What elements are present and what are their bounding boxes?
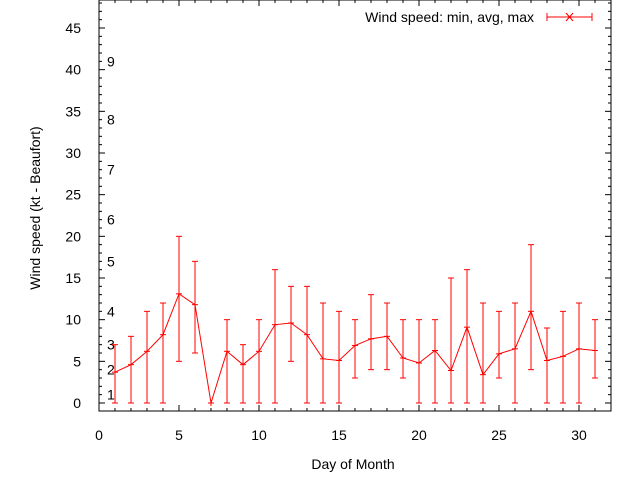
avg-point <box>224 348 230 355</box>
y-tick-label: 15 <box>65 270 81 286</box>
avg-point <box>192 301 198 308</box>
beaufort-label: 8 <box>107 112 115 128</box>
y-tick-label: 40 <box>65 62 81 78</box>
y-tick-label: 0 <box>73 395 81 411</box>
beaufort-label: 9 <box>107 53 115 69</box>
error-bar <box>224 319 230 404</box>
avg-point <box>160 331 166 338</box>
x-tick-labels: 0 5 10 15 20 25 30 <box>95 427 587 443</box>
x-tick-label: 25 <box>491 427 507 443</box>
error-bar <box>272 269 278 404</box>
avg-point <box>288 320 294 326</box>
error-bar <box>512 302 518 404</box>
error-bar <box>496 310 502 379</box>
beaufort-label: 6 <box>107 212 115 228</box>
error-bar <box>160 302 166 404</box>
error-bar <box>256 319 262 404</box>
error-bar <box>464 269 470 404</box>
error-bar <box>400 319 406 379</box>
x-axis-title: Day of Month <box>311 456 394 472</box>
legend-swatch <box>546 12 593 22</box>
avg-point <box>544 357 550 364</box>
x-tick-label: 30 <box>571 427 587 443</box>
avg-point <box>464 324 470 331</box>
avg-point <box>560 353 566 360</box>
avg-point <box>272 321 278 328</box>
x-tick-label: 20 <box>411 427 427 443</box>
error-bar <box>432 319 438 404</box>
avg-point <box>416 360 422 366</box>
x-tick-label: 10 <box>251 427 267 443</box>
avg-point <box>208 400 214 406</box>
beaufort-label: 4 <box>107 303 115 319</box>
avg-point <box>432 347 438 354</box>
y-tick-label: 30 <box>65 145 81 161</box>
avg-point <box>352 342 358 349</box>
error-bar <box>368 294 374 371</box>
avg-point <box>512 345 518 352</box>
x-tick-label: 5 <box>175 427 183 443</box>
beaufort-labels: 1 2 3 4 5 6 7 8 9 <box>107 53 115 402</box>
avg-point <box>592 347 598 354</box>
error-bar <box>176 235 182 362</box>
error-bar <box>128 335 134 404</box>
error-bar <box>304 285 310 404</box>
avg-point <box>576 345 582 352</box>
beaufort-label: 3 <box>107 337 115 353</box>
avg-point <box>336 357 342 364</box>
beaufort-label: 1 <box>107 387 115 403</box>
avg-point <box>256 348 262 355</box>
avg-point <box>528 308 534 315</box>
legend: Wind speed: min, avg, max <box>365 9 593 25</box>
avg-point <box>112 369 118 376</box>
avg-point <box>400 355 406 361</box>
y-tick-label: 5 <box>73 353 81 369</box>
y-tick-label: 35 <box>65 103 81 119</box>
y-tick-label: 45 <box>65 20 81 36</box>
avg-point <box>144 348 150 355</box>
avg-point <box>496 350 502 357</box>
y-tick-labels: 0 5 10 15 20 25 30 35 40 45 <box>65 20 81 411</box>
beaufort-label: 7 <box>107 162 115 178</box>
avg-point <box>320 355 326 362</box>
error-bar <box>240 344 246 404</box>
y-axis-title: Wind speed (kt - Beaufort) <box>27 126 43 289</box>
legend-label: Wind speed: min, avg, max <box>365 9 534 25</box>
avg-point <box>480 371 486 378</box>
avg-point <box>368 335 374 342</box>
avg-point <box>384 333 390 340</box>
error-bar <box>352 319 358 379</box>
y-tick-label: 10 <box>65 312 81 328</box>
error-bar <box>576 302 582 404</box>
error-bar <box>144 310 150 404</box>
error-bars <box>112 235 598 404</box>
error-bar <box>528 244 534 371</box>
error-bar <box>320 302 326 404</box>
x-tick-label: 15 <box>331 427 347 443</box>
avg-point <box>304 331 310 338</box>
beaufort-label: 2 <box>107 362 115 378</box>
beaufort-label: 5 <box>107 253 115 269</box>
avg-point <box>448 367 454 374</box>
avg-point <box>128 361 134 368</box>
axis-ticks <box>98 0 612 411</box>
error-bar <box>480 302 486 404</box>
avg-point <box>176 290 182 297</box>
error-bar <box>544 327 550 404</box>
x-tick-label: 0 <box>95 427 103 443</box>
y-tick-label: 25 <box>65 187 81 203</box>
error-bar <box>336 310 342 404</box>
avg-point <box>240 361 246 368</box>
series-points <box>112 290 598 406</box>
error-bar <box>448 277 454 404</box>
y-tick-label: 20 <box>65 228 81 244</box>
